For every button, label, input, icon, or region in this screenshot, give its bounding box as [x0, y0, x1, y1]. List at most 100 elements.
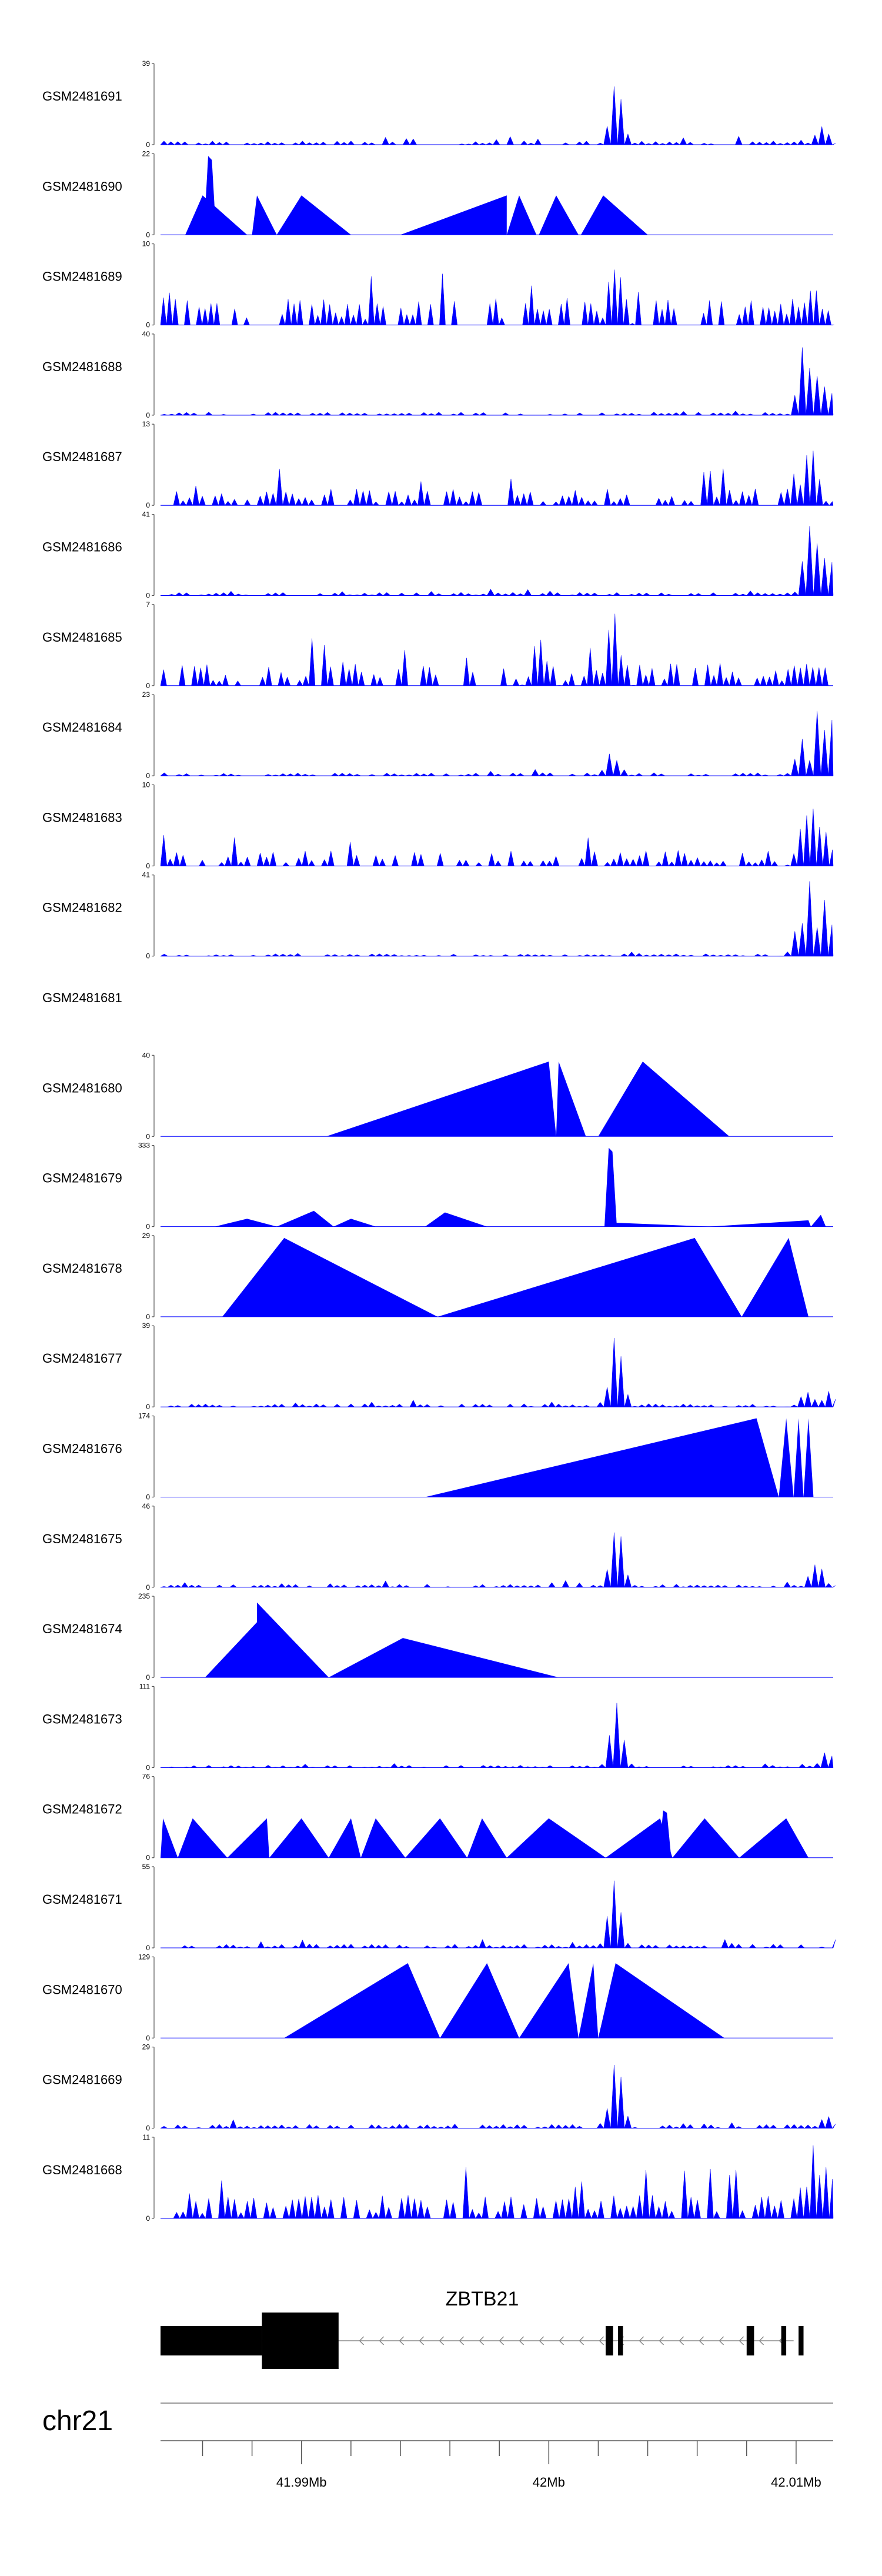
track-label: GSM2481678	[42, 1261, 122, 1276]
y-max-label: 235	[138, 1592, 150, 1600]
y-min-label: 0	[146, 592, 150, 600]
y-min-label: 0	[146, 2034, 150, 2042]
track-label: GSM2481687	[42, 449, 122, 464]
gene-model: ZBTB21	[161, 2288, 804, 2369]
track-GSM2481674: GSM2481674 235 0	[42, 1592, 833, 1681]
track-GSM2481670: GSM2481670 129 0	[42, 1953, 833, 2042]
coverage-triangle	[739, 1818, 808, 1858]
track-label: GSM2481680	[42, 1080, 122, 1095]
y-min-label: 0	[146, 952, 150, 960]
y-min-label: 0	[146, 1944, 150, 1952]
coverage-peak	[203, 156, 216, 235]
coverage-triangle	[556, 1062, 586, 1137]
track-GSM2481681: GSM2481681	[42, 990, 122, 1005]
strand-arrow	[559, 2336, 564, 2345]
y-max-label: 39	[142, 1322, 151, 1330]
y-max-label: 22	[142, 149, 151, 158]
coverage-triangle	[257, 1602, 329, 1678]
coverage-triangle	[333, 1219, 376, 1227]
track-GSM2481676: GSM2481676 174 0	[42, 1412, 833, 1501]
track-label: GSM2481689	[42, 269, 122, 284]
track-label: GSM2481684	[42, 720, 122, 735]
strand-arrow	[759, 2336, 764, 2345]
track-label: GSM2481672	[42, 1802, 122, 1817]
track-GSM2481684: GSM2481684 23 0	[42, 690, 834, 780]
y-max-label: 174	[138, 1412, 150, 1420]
strand-arrow	[419, 2336, 425, 2345]
y-max-label: 333	[138, 1142, 150, 1150]
y-max-label: 129	[138, 1953, 150, 1961]
y-min-label: 0	[146, 1223, 150, 1231]
coverage-triangle	[672, 1818, 740, 1858]
strand-arrow	[639, 2336, 644, 2345]
strand-arrow	[539, 2336, 544, 2345]
y-max-label: 46	[142, 1502, 151, 1510]
y-min-label: 0	[146, 141, 150, 149]
x-tick-label: 42Mb	[533, 2475, 565, 2490]
track-label: GSM2481679	[42, 1171, 122, 1186]
track-label: GSM2481670	[42, 1982, 122, 1997]
exon	[161, 2326, 262, 2355]
y-max-label: 41	[142, 510, 151, 519]
y-min-label: 0	[146, 682, 150, 690]
coverage-triangle	[506, 195, 537, 235]
y-min-label: 0	[146, 1583, 150, 1591]
coverage-triangle	[222, 1237, 438, 1317]
strand-arrow	[479, 2336, 485, 2345]
track-label: GSM2481668	[42, 2163, 122, 2177]
track-label: GSM2481677	[42, 1351, 122, 1366]
track-label: GSM2481676	[42, 1442, 122, 1456]
exon	[746, 2326, 754, 2355]
track-GSM2481673: GSM2481673 111 0	[42, 1682, 834, 1771]
strand-arrow	[399, 2336, 405, 2345]
strand-arrow	[519, 2336, 524, 2345]
gene-name: ZBTB21	[446, 2288, 519, 2310]
y-max-label: 111	[139, 1682, 151, 1690]
strand-arrow	[739, 2336, 744, 2345]
coverage-area	[160, 710, 834, 776]
coverage-area	[161, 1703, 834, 1769]
track-label: GSM2481674	[42, 1621, 122, 1636]
x-tick-label: 42.01Mb	[771, 2475, 821, 2490]
strand-arrow	[679, 2336, 684, 2345]
coverage-triangle	[400, 195, 507, 235]
coverage-triangle	[440, 1963, 519, 2038]
y-min-label: 0	[146, 2214, 150, 2223]
track-GSM2481669: GSM2481669 29 0	[42, 2043, 836, 2133]
y-max-label: 41	[142, 871, 151, 879]
track-label: GSM2481685	[42, 630, 122, 645]
y-min-label: 0	[146, 501, 150, 509]
coverage-triangle	[519, 1963, 579, 2038]
track-label: GSM2481669	[42, 2073, 122, 2087]
y-min-label: 0	[146, 772, 150, 780]
coverage-triangle	[227, 1818, 270, 1858]
coverage-area	[161, 2145, 834, 2219]
coverage-area	[161, 1338, 836, 1408]
coverage-triangle	[405, 1818, 467, 1858]
y-max-label: 39	[142, 59, 151, 68]
y-min-label: 0	[146, 1763, 150, 1771]
coverage-triangle	[425, 1418, 779, 1497]
coverage-peak	[659, 1810, 671, 1858]
tracks-layer: GSM2481691390GSM2481690220GSM2481689100G…	[42, 59, 836, 2223]
coverage-area	[161, 526, 834, 596]
track-GSM2481690: GSM2481690 22 0	[42, 149, 833, 239]
coverage-triangle	[803, 1418, 814, 1497]
coverage-area	[160, 808, 834, 867]
track-GSM2481671: GSM2481671 55 0	[42, 1863, 836, 1952]
track-GSM2481677: GSM2481677 39 0	[42, 1322, 836, 1411]
track-GSM2481691: GSM2481691 39 0	[42, 59, 836, 149]
coverage-area	[160, 347, 834, 416]
exon	[262, 2313, 339, 2369]
coverage-area	[161, 1880, 836, 1948]
track-label: GSM2481671	[42, 1892, 122, 1907]
y-min-label: 0	[146, 2124, 150, 2133]
y-max-label: 40	[142, 1051, 151, 1059]
track-GSM2481686: GSM2481686 41 0	[42, 510, 834, 600]
strand-arrow	[659, 2336, 664, 2345]
y-min-label: 0	[146, 1854, 150, 1862]
track-label: GSM2481688	[42, 359, 122, 374]
y-max-label: 76	[142, 1773, 151, 1781]
coverage-triangle	[360, 1818, 406, 1858]
